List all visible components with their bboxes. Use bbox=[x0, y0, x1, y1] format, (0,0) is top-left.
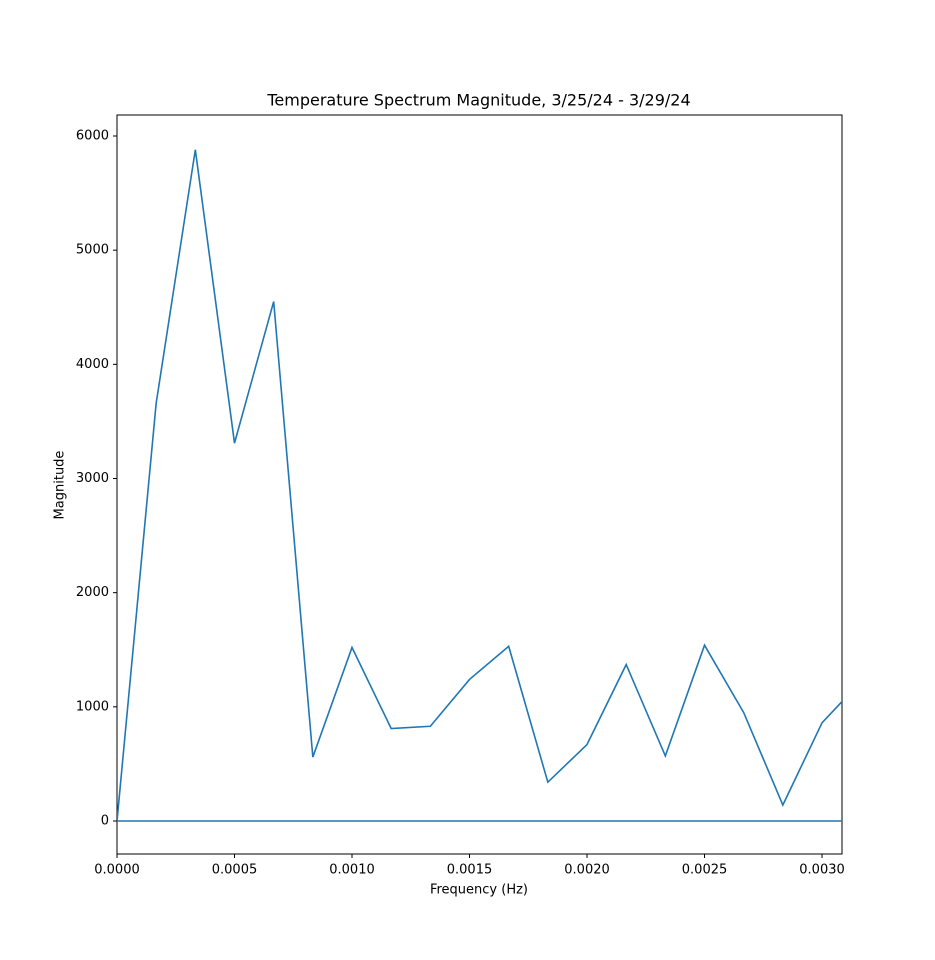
x-tick-label: 0.0025 bbox=[682, 863, 728, 878]
y-tick-label: 4000 bbox=[76, 357, 109, 372]
y-tick-label: 5000 bbox=[76, 243, 109, 258]
data-line bbox=[117, 149, 842, 822]
x-tick-label: 0.0020 bbox=[564, 863, 610, 878]
x-tick-label: 0.0015 bbox=[447, 863, 493, 878]
x-tick-label: 0.0005 bbox=[212, 863, 258, 878]
x-axis-label: Frequency (Hz) bbox=[430, 883, 528, 898]
x-tick-label: 0.0000 bbox=[94, 863, 140, 878]
y-tick-label: 6000 bbox=[76, 129, 109, 144]
y-axis-label: Magnitude bbox=[53, 451, 68, 520]
x-tick-label: 0.0010 bbox=[329, 863, 375, 878]
chart-title: Temperature Spectrum Magnitude, 3/25/24 … bbox=[266, 91, 690, 110]
x-tick-label: 0.0030 bbox=[799, 863, 845, 878]
y-tick-label: 2000 bbox=[76, 585, 109, 600]
y-tick-label: 0 bbox=[101, 814, 109, 829]
plot-frame bbox=[116, 114, 843, 855]
y-tick-label: 3000 bbox=[76, 471, 109, 486]
y-tick-label: 1000 bbox=[76, 699, 109, 714]
